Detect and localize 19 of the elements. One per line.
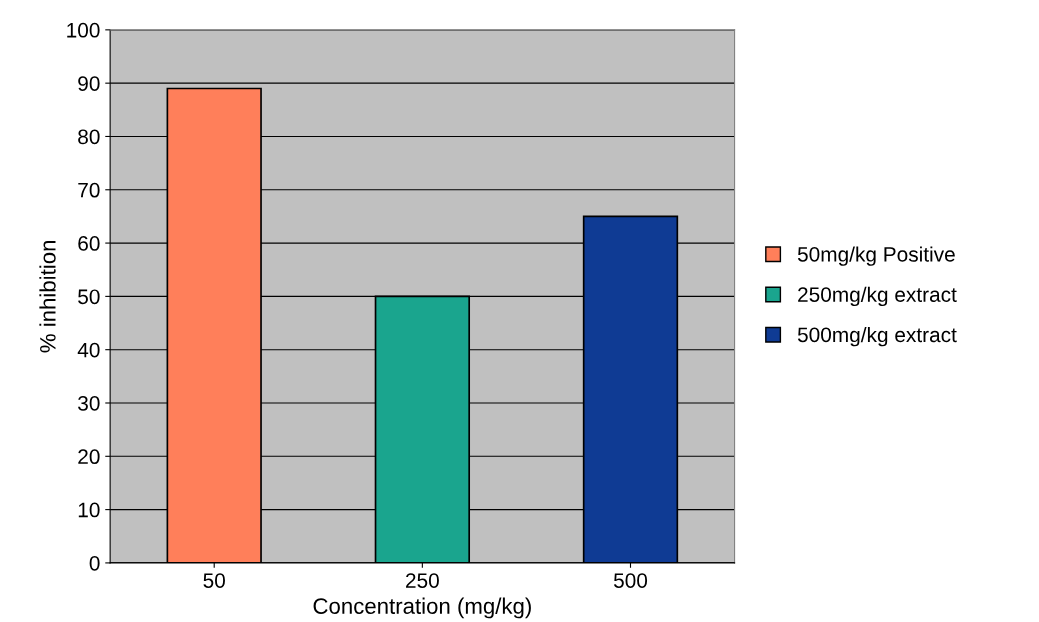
- legend-label: 250mg/kg extract: [798, 286, 957, 307]
- y-tick-label: 40: [77, 342, 100, 358]
- x-tick-label: 500: [613, 573, 648, 588]
- x-axis-title: Concentration (mg/kg): [313, 597, 531, 619]
- x-tick-label: 250: [406, 573, 439, 588]
- legend-label: 50mg/kg Positive: [797, 246, 955, 266]
- y-tick-label: 80: [78, 129, 100, 145]
- y-tick-label: 30: [78, 396, 100, 411]
- y-tick-label: 60: [78, 236, 100, 251]
- y-tick-label: 70: [78, 182, 100, 198]
- x-tick-label: 50: [203, 573, 225, 588]
- y-tick-label: 10: [78, 502, 100, 518]
- legend-label: 500mg/kg extract: [797, 326, 957, 347]
- y-tick-label: 0: [89, 555, 100, 571]
- y-tick-label: 50: [78, 289, 100, 305]
- y-axis-title: % inhibition: [39, 241, 56, 353]
- y-tick-label: 100: [67, 22, 100, 38]
- y-tick-label: 20: [78, 449, 100, 465]
- y-tick-label: 90: [78, 76, 100, 91]
